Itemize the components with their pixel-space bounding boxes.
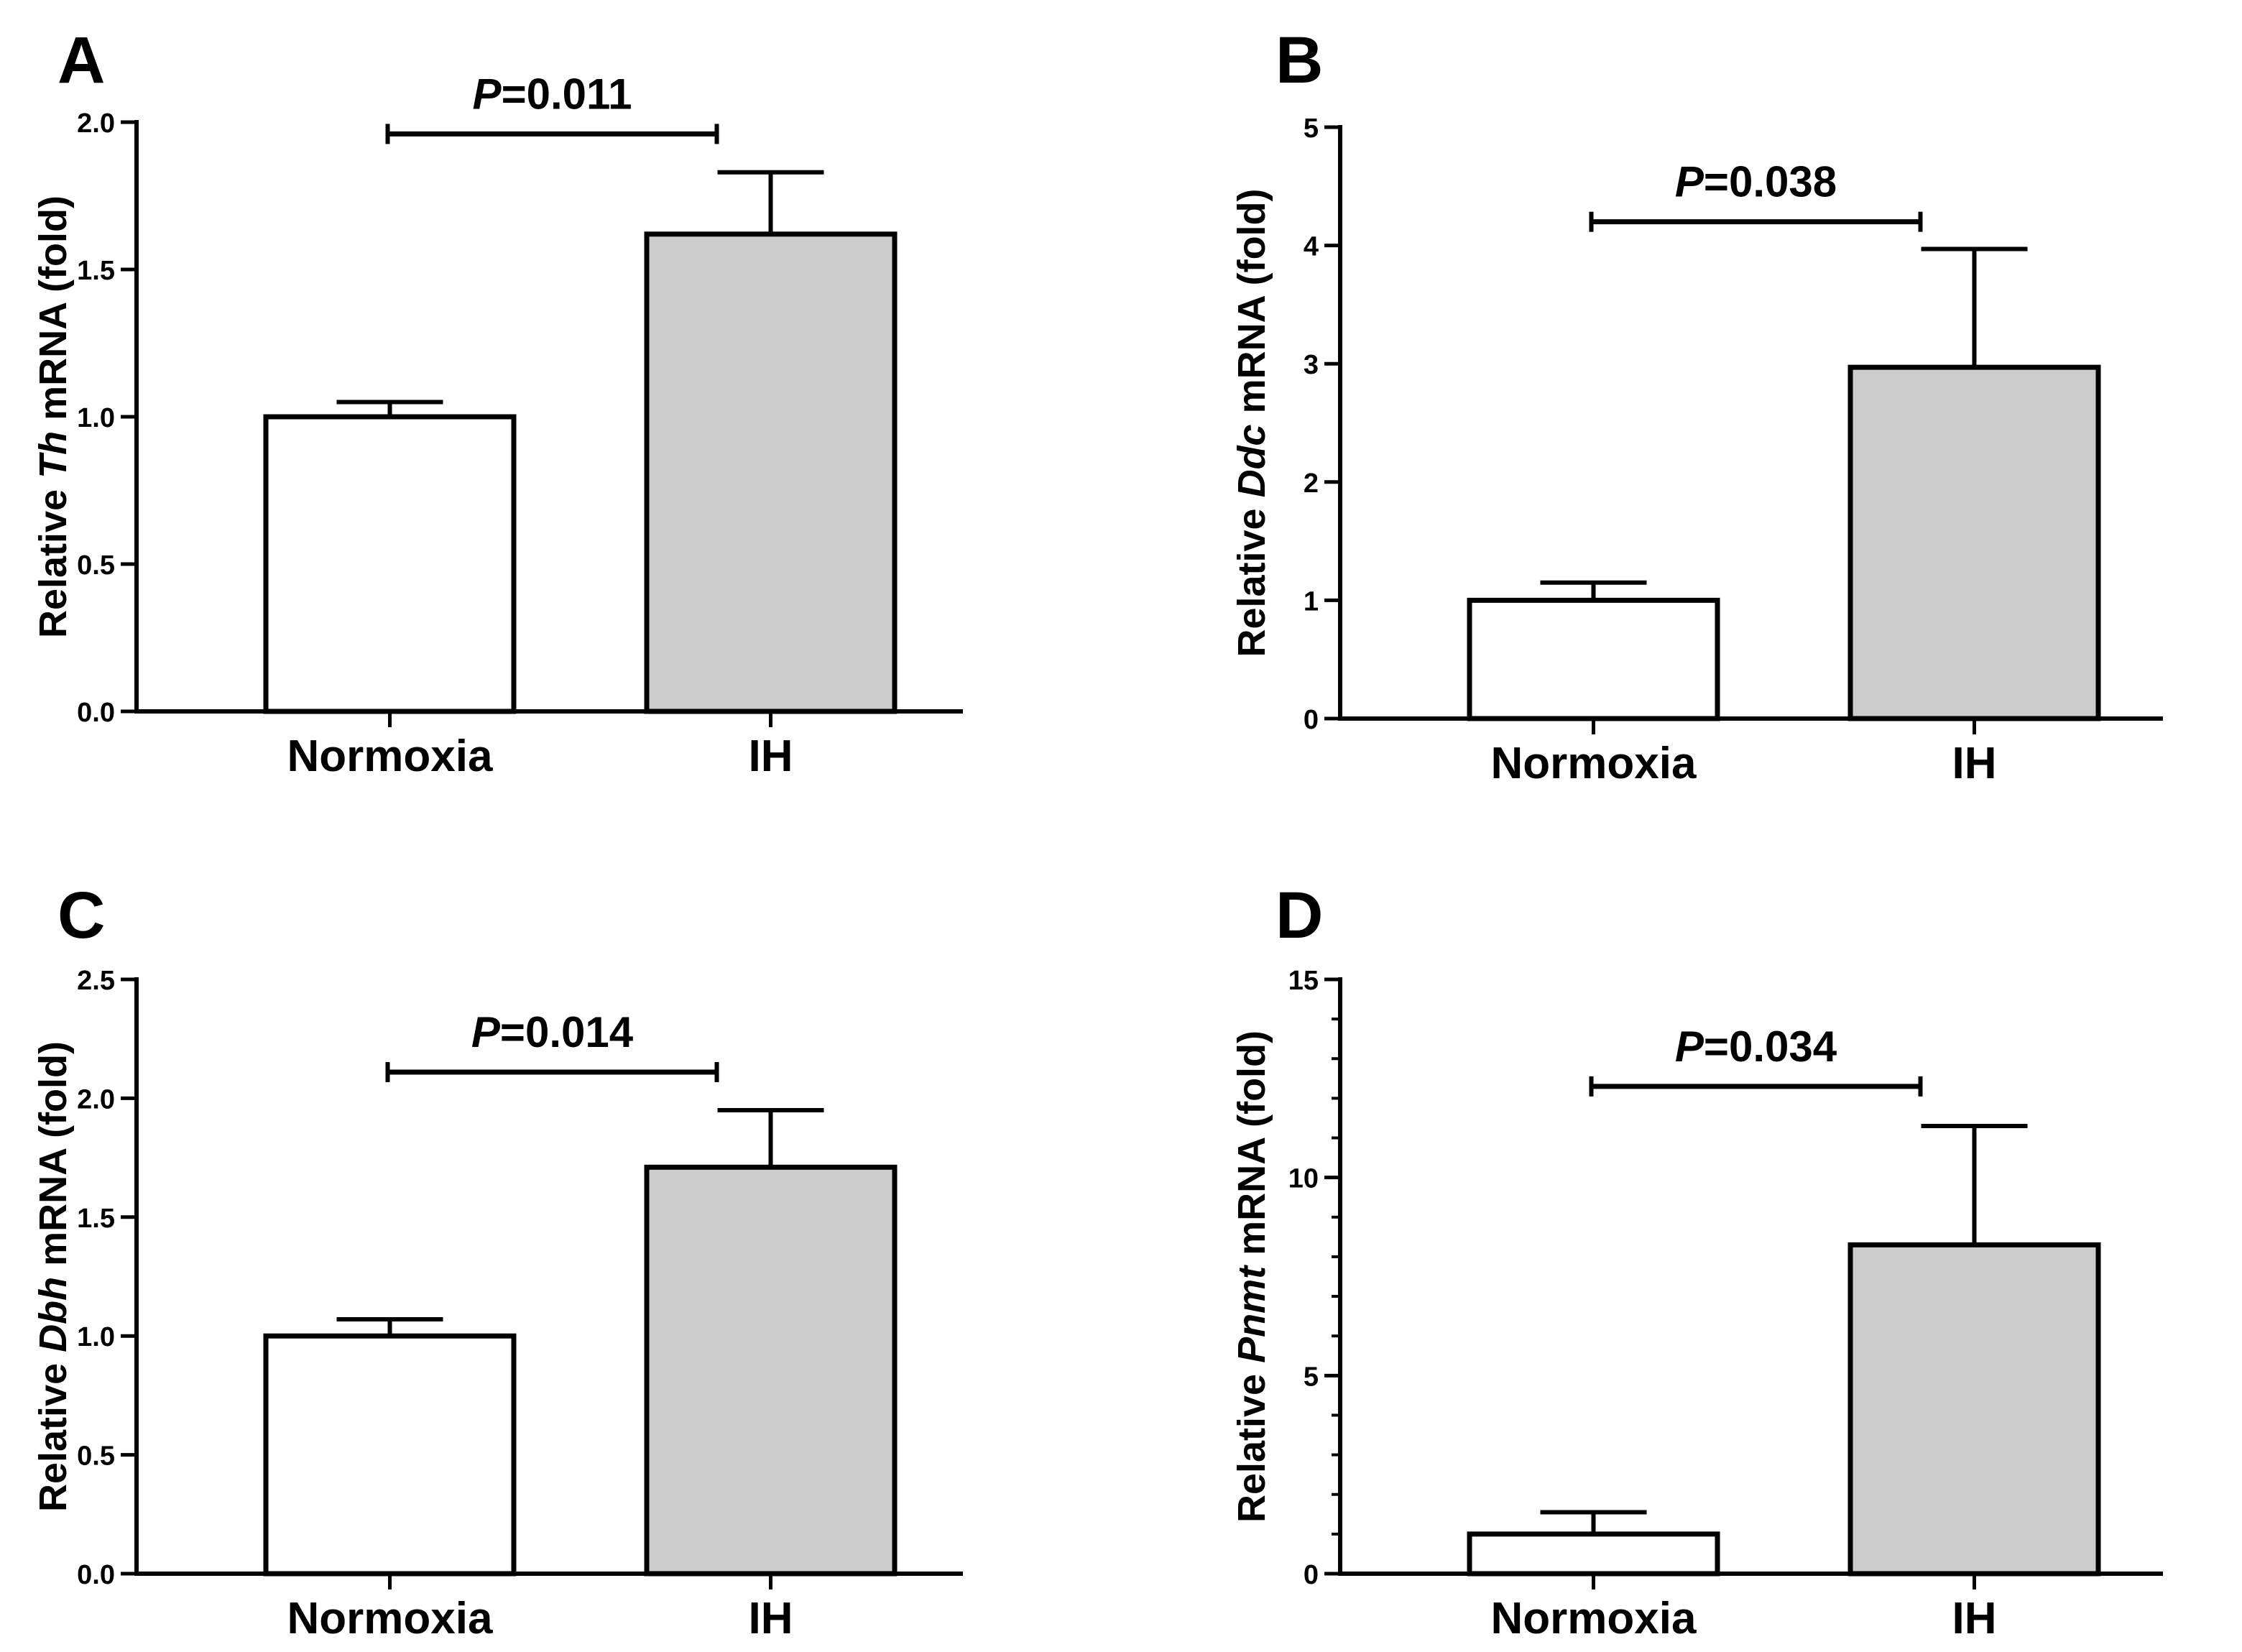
y-tick-label: 2 xyxy=(1304,469,1319,499)
p-value-label: P=0.038 xyxy=(1675,158,1837,206)
y-tick-label: 0 xyxy=(1304,1560,1319,1590)
p-value-symbol: P xyxy=(1675,1023,1704,1071)
p-value-symbol: P xyxy=(1675,158,1704,206)
panel-d: D 0 5 10 15 Normoxia IH P=0.034 Relative Pnmt mR… xyxy=(1230,879,2163,1643)
bar-normoxia xyxy=(1467,597,1720,721)
y-tick-label: 1.0 xyxy=(77,403,115,433)
y-axis-label-prefix: Relative xyxy=(1230,1363,1273,1523)
panel-b: B 0 1 2 3 4 5 Normoxia IH P=0.038 Relative Ddc mRN… xyxy=(1230,24,2163,788)
y-tick-label: 0.5 xyxy=(77,1441,115,1472)
y-axis-label: Relative Pnmt mRNA (fold) xyxy=(1230,1030,1273,1523)
y-axis-label-prefix: Relative xyxy=(32,479,75,638)
y-axis-label-gene: Ddc xyxy=(1230,424,1273,497)
panel-letter: D xyxy=(1275,879,1323,952)
y-tick-label: 3 xyxy=(1304,350,1319,380)
p-value-symbol: P xyxy=(473,70,502,118)
y-tick-label: 1.5 xyxy=(77,256,115,286)
y-tick-label: 15 xyxy=(1288,966,1319,996)
bar-ih xyxy=(644,231,898,714)
y-tick-label: 0.0 xyxy=(77,698,115,728)
panel-a: A 0.0 0.5 1.0 1.5 2.0 Normoxia IH P=0.011 Relativ… xyxy=(32,24,963,781)
y-tick-label: 0.5 xyxy=(77,550,115,581)
y-axis-label-gene: Th xyxy=(32,431,75,479)
y-axis-label: Relative Ddc mRNA (fold) xyxy=(1230,188,1273,657)
y-axis-label-prefix: Relative xyxy=(1230,497,1273,657)
p-value-symbol: P xyxy=(471,1008,501,1056)
y-tick-label: 5 xyxy=(1304,1362,1319,1392)
bar-ih xyxy=(1847,364,2101,721)
x-category-label: IH xyxy=(749,1594,793,1643)
bar-normoxia xyxy=(1467,1531,1720,1577)
y-axis-label-suffix: mRNA (fold) xyxy=(32,1041,75,1277)
y-axis-label-gene: Dbh xyxy=(32,1277,75,1352)
panel-letter: A xyxy=(57,24,105,97)
p-value-text: =0.011 xyxy=(502,70,632,118)
y-tick-label: 2.0 xyxy=(77,1084,115,1115)
p-value-label: P=0.014 xyxy=(471,1008,634,1056)
y-tick-label: 4 xyxy=(1304,232,1319,262)
y-axis-label-suffix: mRNA (fold) xyxy=(1230,1030,1273,1266)
panel-letter: B xyxy=(1275,24,1323,97)
bar-normoxia xyxy=(263,1333,517,1577)
x-category-label: Normoxia xyxy=(1491,1594,1697,1643)
y-axis-label: Relative Th mRNA (fold) xyxy=(32,195,75,638)
bar-ih xyxy=(644,1164,898,1577)
y-tick-label: 1.0 xyxy=(77,1322,115,1352)
p-value-label: P=0.034 xyxy=(1675,1023,1837,1071)
x-category-label: Normoxia xyxy=(287,732,493,781)
panel-c: C 0.0 0.5 1.0 1.5 2.0 2.5 Normoxia IH P=0.014 Rela… xyxy=(32,879,963,1643)
y-tick-label: 5 xyxy=(1304,114,1319,144)
y-tick-label: 1.5 xyxy=(77,1204,115,1234)
p-value-label: P=0.011 xyxy=(473,70,632,118)
y-axis-label-gene: Pnmt xyxy=(1230,1265,1273,1363)
x-category-label: IH xyxy=(1952,1594,1997,1643)
y-tick-label: 2.0 xyxy=(77,109,115,139)
panel-letter: C xyxy=(57,879,105,952)
x-category-label: Normoxia xyxy=(1491,739,1697,788)
x-category-label: Normoxia xyxy=(287,1594,493,1643)
y-axis-label: Relative Dbh mRNA (fold) xyxy=(32,1041,75,1512)
p-value-text: =0.014 xyxy=(500,1008,634,1056)
x-category-label: IH xyxy=(1952,739,1997,788)
y-axis-label-suffix: mRNA (fold) xyxy=(32,195,75,431)
bar-ih xyxy=(1847,1242,2101,1577)
y-axis-label-prefix: Relative xyxy=(32,1352,75,1512)
y-tick-label: 0 xyxy=(1304,705,1319,735)
y-tick-label: 1 xyxy=(1304,586,1319,617)
y-tick-label: 0.0 xyxy=(77,1560,115,1590)
y-tick-label: 2.5 xyxy=(77,966,115,996)
p-value-text: =0.034 xyxy=(1704,1023,1837,1071)
x-category-label: IH xyxy=(749,732,793,781)
y-tick-label: 10 xyxy=(1288,1164,1319,1194)
bar-normoxia xyxy=(263,414,517,714)
p-value-text: =0.038 xyxy=(1704,158,1837,206)
y-axis-label-suffix: mRNA (fold) xyxy=(1230,188,1273,424)
